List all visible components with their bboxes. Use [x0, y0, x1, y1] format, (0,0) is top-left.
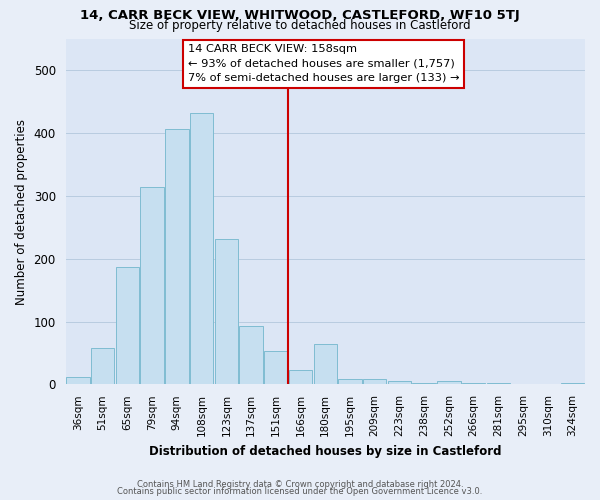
Text: 14 CARR BECK VIEW: 158sqm
← 93% of detached houses are smaller (1,757)
7% of sem: 14 CARR BECK VIEW: 158sqm ← 93% of detac…	[188, 44, 459, 83]
Bar	[487, 383, 510, 384]
Bar	[437, 381, 461, 384]
Bar	[239, 326, 263, 384]
Bar	[116, 267, 139, 384]
Text: Size of property relative to detached houses in Castleford: Size of property relative to detached ho…	[129, 18, 471, 32]
Bar	[91, 348, 115, 385]
Bar	[215, 238, 238, 384]
Text: Contains public sector information licensed under the Open Government Licence v3: Contains public sector information licen…	[118, 487, 482, 496]
Bar	[140, 186, 164, 384]
Bar	[190, 113, 214, 384]
Text: 14, CARR BECK VIEW, WHITWOOD, CASTLEFORD, WF10 5TJ: 14, CARR BECK VIEW, WHITWOOD, CASTLEFORD…	[80, 9, 520, 22]
Bar	[264, 351, 287, 384]
Bar	[165, 129, 188, 384]
Text: Contains HM Land Registry data © Crown copyright and database right 2024.: Contains HM Land Registry data © Crown c…	[137, 480, 463, 489]
Bar	[561, 383, 584, 384]
Bar	[363, 380, 386, 384]
Bar	[338, 380, 362, 384]
Bar	[388, 381, 411, 384]
Bar	[462, 383, 485, 384]
Bar	[412, 383, 436, 384]
Bar	[289, 370, 312, 384]
X-axis label: Distribution of detached houses by size in Castleford: Distribution of detached houses by size …	[149, 444, 502, 458]
Y-axis label: Number of detached properties: Number of detached properties	[15, 118, 28, 304]
Bar	[66, 377, 89, 384]
Bar	[314, 344, 337, 384]
